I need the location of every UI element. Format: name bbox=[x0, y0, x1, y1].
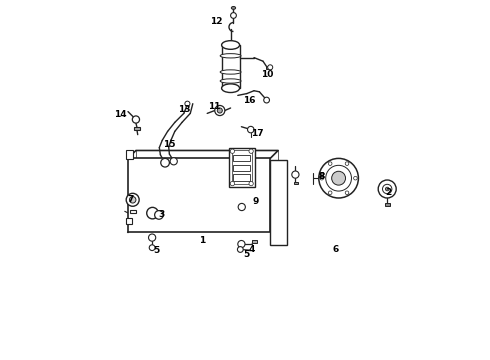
Text: 6: 6 bbox=[333, 245, 339, 254]
Bar bbox=[126, 218, 132, 224]
Circle shape bbox=[148, 234, 156, 241]
Circle shape bbox=[345, 162, 349, 166]
Circle shape bbox=[378, 180, 396, 198]
Circle shape bbox=[149, 245, 155, 251]
Bar bbox=[126, 150, 133, 159]
Circle shape bbox=[319, 158, 358, 198]
Text: 4: 4 bbox=[249, 245, 255, 253]
Ellipse shape bbox=[220, 79, 241, 83]
Text: 9: 9 bbox=[253, 197, 259, 206]
Text: 10: 10 bbox=[261, 70, 273, 79]
Bar bbox=[233, 165, 250, 171]
Circle shape bbox=[170, 158, 177, 165]
Ellipse shape bbox=[220, 70, 241, 74]
Text: 15: 15 bbox=[163, 140, 175, 149]
Circle shape bbox=[217, 108, 222, 113]
Circle shape bbox=[268, 65, 273, 70]
Text: 16: 16 bbox=[243, 96, 256, 105]
Bar bbox=[266, 66, 271, 69]
Bar bbox=[385, 203, 390, 206]
Circle shape bbox=[147, 207, 158, 219]
Text: 5: 5 bbox=[244, 250, 250, 259]
Circle shape bbox=[354, 176, 357, 180]
Ellipse shape bbox=[221, 84, 240, 93]
Circle shape bbox=[345, 191, 349, 194]
Bar bbox=[233, 155, 250, 161]
Bar bbox=[294, 182, 298, 184]
Circle shape bbox=[185, 101, 190, 106]
Ellipse shape bbox=[231, 6, 236, 9]
Circle shape bbox=[231, 13, 236, 18]
Text: 17: 17 bbox=[250, 130, 263, 139]
Text: 14: 14 bbox=[115, 110, 127, 119]
Circle shape bbox=[155, 211, 163, 219]
Text: 3: 3 bbox=[158, 210, 165, 219]
Circle shape bbox=[230, 181, 235, 186]
Ellipse shape bbox=[221, 41, 240, 49]
Circle shape bbox=[230, 149, 235, 153]
Circle shape bbox=[328, 191, 332, 194]
Text: 11: 11 bbox=[208, 102, 220, 111]
Circle shape bbox=[320, 176, 323, 180]
Circle shape bbox=[215, 105, 225, 116]
Circle shape bbox=[332, 171, 345, 185]
Bar bbox=[130, 210, 136, 213]
Text: 8: 8 bbox=[318, 172, 324, 181]
Circle shape bbox=[383, 184, 392, 194]
Bar bbox=[134, 127, 140, 130]
Circle shape bbox=[264, 97, 270, 103]
Bar bbox=[229, 148, 255, 187]
Text: 1: 1 bbox=[198, 236, 205, 245]
Circle shape bbox=[129, 197, 136, 203]
Circle shape bbox=[238, 203, 245, 211]
Bar bbox=[233, 174, 250, 181]
Circle shape bbox=[249, 149, 253, 153]
Circle shape bbox=[247, 126, 254, 133]
Circle shape bbox=[161, 158, 170, 167]
Circle shape bbox=[328, 162, 332, 166]
Circle shape bbox=[126, 193, 139, 206]
Text: 7: 7 bbox=[128, 194, 134, 204]
Circle shape bbox=[132, 116, 140, 123]
Text: 12: 12 bbox=[210, 17, 222, 26]
Circle shape bbox=[238, 240, 245, 248]
Text: 2: 2 bbox=[385, 188, 392, 197]
Circle shape bbox=[326, 165, 351, 191]
Circle shape bbox=[249, 181, 253, 186]
Bar bbox=[232, 150, 252, 184]
Circle shape bbox=[386, 187, 389, 191]
Bar bbox=[128, 158, 270, 232]
Bar bbox=[252, 240, 257, 243]
Text: 8: 8 bbox=[318, 172, 324, 181]
Bar bbox=[270, 160, 288, 245]
Circle shape bbox=[292, 171, 299, 178]
Circle shape bbox=[238, 247, 243, 252]
Ellipse shape bbox=[220, 54, 241, 58]
Text: 13: 13 bbox=[178, 105, 191, 114]
Text: 5: 5 bbox=[153, 246, 159, 255]
